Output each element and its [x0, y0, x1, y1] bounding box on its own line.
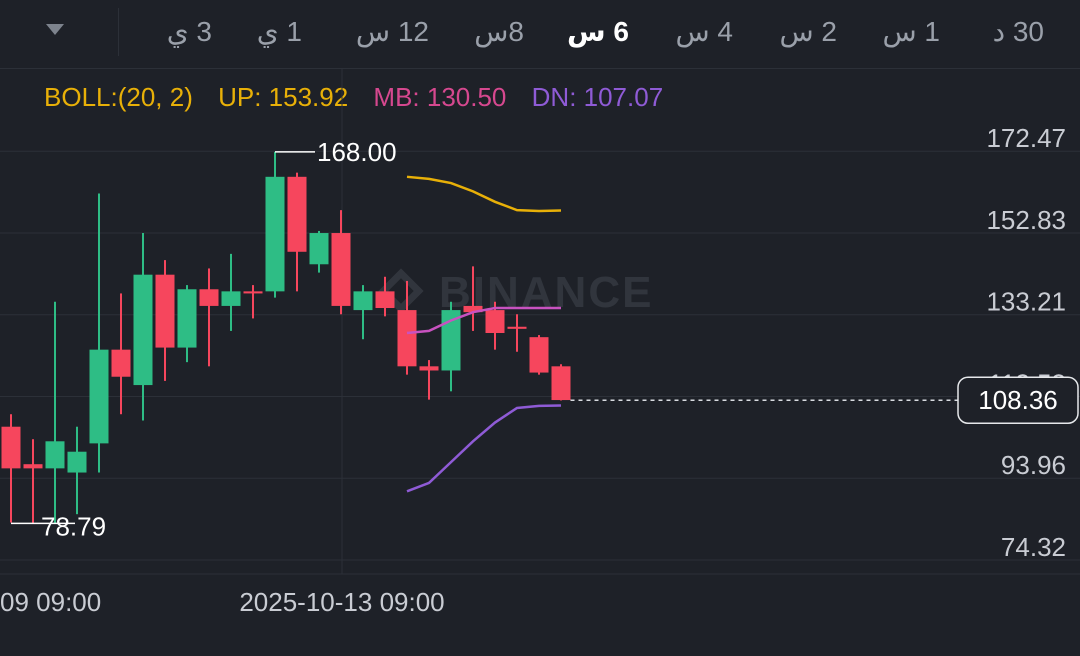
candle-body [529, 337, 549, 373]
candle-body [551, 366, 571, 401]
candle-body [89, 349, 109, 444]
candle [265, 151, 285, 298]
candle [463, 266, 483, 331]
candle [485, 301, 505, 350]
candle-body [419, 366, 439, 371]
candle-body [133, 274, 153, 386]
timeframe-tabs: 30 د 1 س 2 س 4 س 6 س 8س 12 س 1 ي 3 ي [0, 0, 1080, 69]
candlestick-chart[interactable]: 172.47152.83133.21113.5893.9674.32168.00… [0, 68, 1080, 656]
candle-body [221, 291, 241, 306]
candle [23, 439, 43, 524]
candle [221, 253, 241, 331]
candle [551, 364, 571, 401]
y-tick-label: 133.21 [986, 287, 1066, 317]
candle [45, 301, 65, 524]
tab-12h[interactable]: 12 س [355, 16, 429, 47]
y-tick-label: 172.47 [986, 123, 1066, 153]
candle-body [441, 310, 461, 371]
candle [331, 210, 351, 315]
candle [375, 276, 395, 317]
candle-body [1, 426, 21, 469]
candle-body [177, 289, 197, 348]
boll-dn-value: DN: 107.07 [531, 82, 664, 112]
low-price-label: 78.79 [41, 511, 106, 541]
candle-body [243, 291, 263, 294]
boll-params: BOLL:(20, 2) [44, 82, 193, 112]
boll-up-line [406, 175, 562, 213]
tab-2h[interactable]: 2 س [779, 16, 837, 47]
y-tick-label: 93.96 [1001, 450, 1066, 480]
candle-body [45, 441, 65, 469]
candle-body [309, 233, 329, 265]
candle-body [331, 233, 351, 306]
candle-body [507, 326, 527, 329]
candle [243, 285, 263, 319]
candle-body [375, 291, 395, 309]
candle [529, 335, 549, 375]
boll-mb-value: MB: 130.50 [373, 82, 507, 112]
candle [441, 301, 461, 392]
tab-3d[interactable]: 3 ي [166, 16, 212, 47]
candle-body [463, 305, 483, 313]
candle-body [265, 176, 285, 292]
candle [89, 193, 109, 473]
candle [507, 314, 527, 352]
candle-body [397, 310, 417, 367]
tab-1h[interactable]: 1 س [882, 16, 940, 47]
candle-body [199, 289, 219, 306]
candle [177, 285, 197, 363]
boll-dn-line [406, 404, 562, 493]
current-price-tag: 108.36 [957, 376, 1079, 424]
candle-body [353, 291, 373, 311]
current-price-box [957, 376, 1079, 424]
candle [1, 414, 21, 523]
tab-4h[interactable]: 4 س [675, 16, 733, 47]
candle-body [111, 349, 131, 377]
candle [133, 233, 153, 421]
candle [287, 172, 307, 292]
tab-6h[interactable]: 6 س [567, 16, 629, 47]
candle [397, 280, 417, 375]
candle-body [287, 176, 307, 252]
boll-mid-line [406, 306, 561, 335]
tab-1d[interactable]: 1 ي [256, 16, 302, 47]
candle [419, 360, 439, 400]
x-tick-label: 09 09:00 [0, 587, 101, 617]
timeframe-dropdown-icon[interactable] [44, 22, 66, 38]
high-price-label: 168.00 [317, 137, 397, 167]
y-tick-label: 152.83 [986, 205, 1066, 235]
candle [353, 285, 373, 340]
candle-body [23, 464, 43, 469]
candle [67, 426, 87, 515]
y-tick-label: 74.32 [1001, 532, 1066, 562]
candle [155, 260, 175, 381]
current-price-label: 108.36 [978, 385, 1058, 415]
candle [199, 268, 219, 367]
candle [111, 293, 131, 415]
candle [309, 230, 329, 273]
boll-legend: BOLL:(20, 2) UP: 153.92 MB: 130.50 DN: 1… [44, 80, 681, 114]
tab-30m[interactable]: 30 د [992, 16, 1044, 47]
tab-divider [118, 8, 119, 56]
tab-8h[interactable]: 8س [474, 16, 524, 47]
candle-body [485, 310, 505, 333]
boll-up-value: UP: 153.92 [218, 82, 349, 112]
candle-body [155, 274, 175, 348]
candle-body [67, 451, 87, 473]
x-tick-label: 2025-10-13 09:00 [239, 587, 444, 617]
